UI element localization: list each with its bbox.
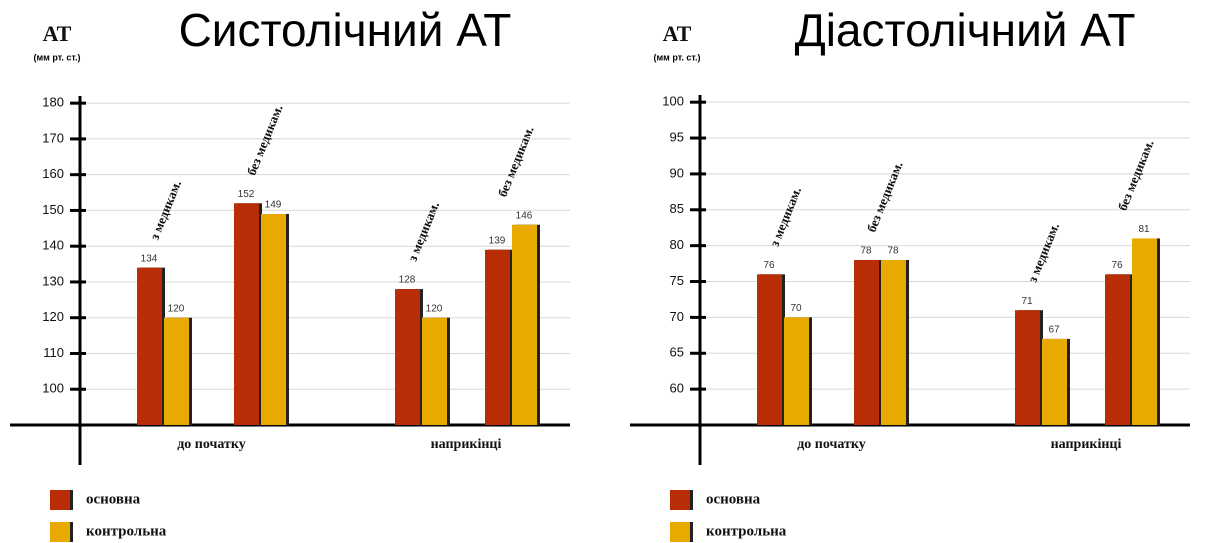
value-label: 128 (399, 275, 416, 286)
bar (485, 249, 510, 425)
y-axis-unit: (мм рт. ст.) (654, 52, 701, 62)
y-tick-label: 85 (670, 201, 684, 216)
value-label: 76 (763, 260, 775, 271)
group-label: до початку (177, 437, 246, 452)
value-label: 71 (1021, 296, 1033, 307)
group-label: наприкінці (431, 437, 502, 452)
y-axis-unit: (мм рт. ст.) (34, 52, 81, 62)
bar (422, 317, 447, 425)
y-tick-label: 90 (670, 165, 684, 180)
y-tick-label: 160 (42, 166, 64, 181)
bar (1132, 238, 1157, 425)
group-label: наприкінці (1051, 437, 1122, 452)
y-tick-label: 110 (43, 345, 64, 360)
category-label: без медикам. (864, 159, 906, 234)
y-tick-label: 130 (42, 273, 64, 288)
bar (1015, 310, 1040, 425)
bar (757, 274, 782, 425)
legend-swatch (670, 522, 690, 542)
legend-swatch (50, 490, 70, 510)
value-label: 67 (1048, 325, 1060, 336)
bar (1105, 274, 1130, 425)
value-label: 78 (887, 246, 899, 257)
y-tick-label: 75 (670, 273, 684, 288)
value-label: 70 (790, 303, 802, 314)
value-label: 120 (426, 303, 443, 314)
chart-title: Систолічний АТ (179, 4, 512, 56)
y-tick-label: 70 (670, 309, 684, 324)
value-label: 81 (1138, 224, 1150, 235)
bar (137, 267, 162, 425)
bar (1042, 338, 1067, 425)
value-label: 152 (238, 189, 255, 200)
legend-label: контрольна (86, 523, 167, 539)
y-tick-label: 60 (670, 381, 684, 396)
category-label: з медикам. (1025, 221, 1062, 285)
y-axis-label: АТ (663, 21, 692, 46)
group-label: до початку (797, 437, 866, 452)
legend-label: основна (86, 491, 141, 507)
bar (234, 203, 259, 425)
category-label: з медикам. (147, 178, 184, 242)
y-axis-label: АТ (43, 21, 72, 46)
legend-label: основна (706, 491, 761, 507)
y-tick-label: 150 (42, 202, 64, 217)
category-label: з медикам. (405, 199, 442, 263)
value-label: 76 (1111, 260, 1123, 271)
value-label: 78 (860, 246, 872, 257)
legend-label: контрольна (706, 523, 787, 539)
y-tick-label: 100 (662, 94, 684, 109)
bar (881, 260, 906, 425)
bar (512, 224, 537, 425)
chart-title: Діастолічний АТ (795, 4, 1136, 56)
y-tick-label: 170 (42, 130, 64, 145)
category-label: без медикам. (244, 102, 286, 177)
category-label: без медикам. (1115, 138, 1157, 213)
y-tick-label: 80 (670, 237, 684, 252)
value-label: 149 (265, 200, 282, 211)
bar (854, 260, 879, 425)
value-label: 139 (489, 235, 506, 246)
category-label: з медикам. (767, 185, 804, 249)
bar (395, 289, 420, 425)
y-tick-label: 180 (42, 95, 64, 110)
bar (784, 317, 809, 425)
value-label: 120 (168, 303, 185, 314)
y-tick-label: 95 (670, 129, 684, 144)
bar (164, 317, 189, 425)
category-label: без медикам. (495, 124, 537, 199)
legend-swatch (50, 522, 70, 542)
y-tick-label: 100 (42, 381, 64, 396)
bar (261, 214, 286, 425)
value-label: 134 (141, 253, 158, 264)
value-label: 146 (516, 210, 533, 221)
y-tick-label: 120 (42, 309, 64, 324)
y-tick-label: 140 (42, 238, 64, 253)
y-tick-label: 65 (670, 345, 684, 360)
legend-swatch (670, 490, 690, 510)
